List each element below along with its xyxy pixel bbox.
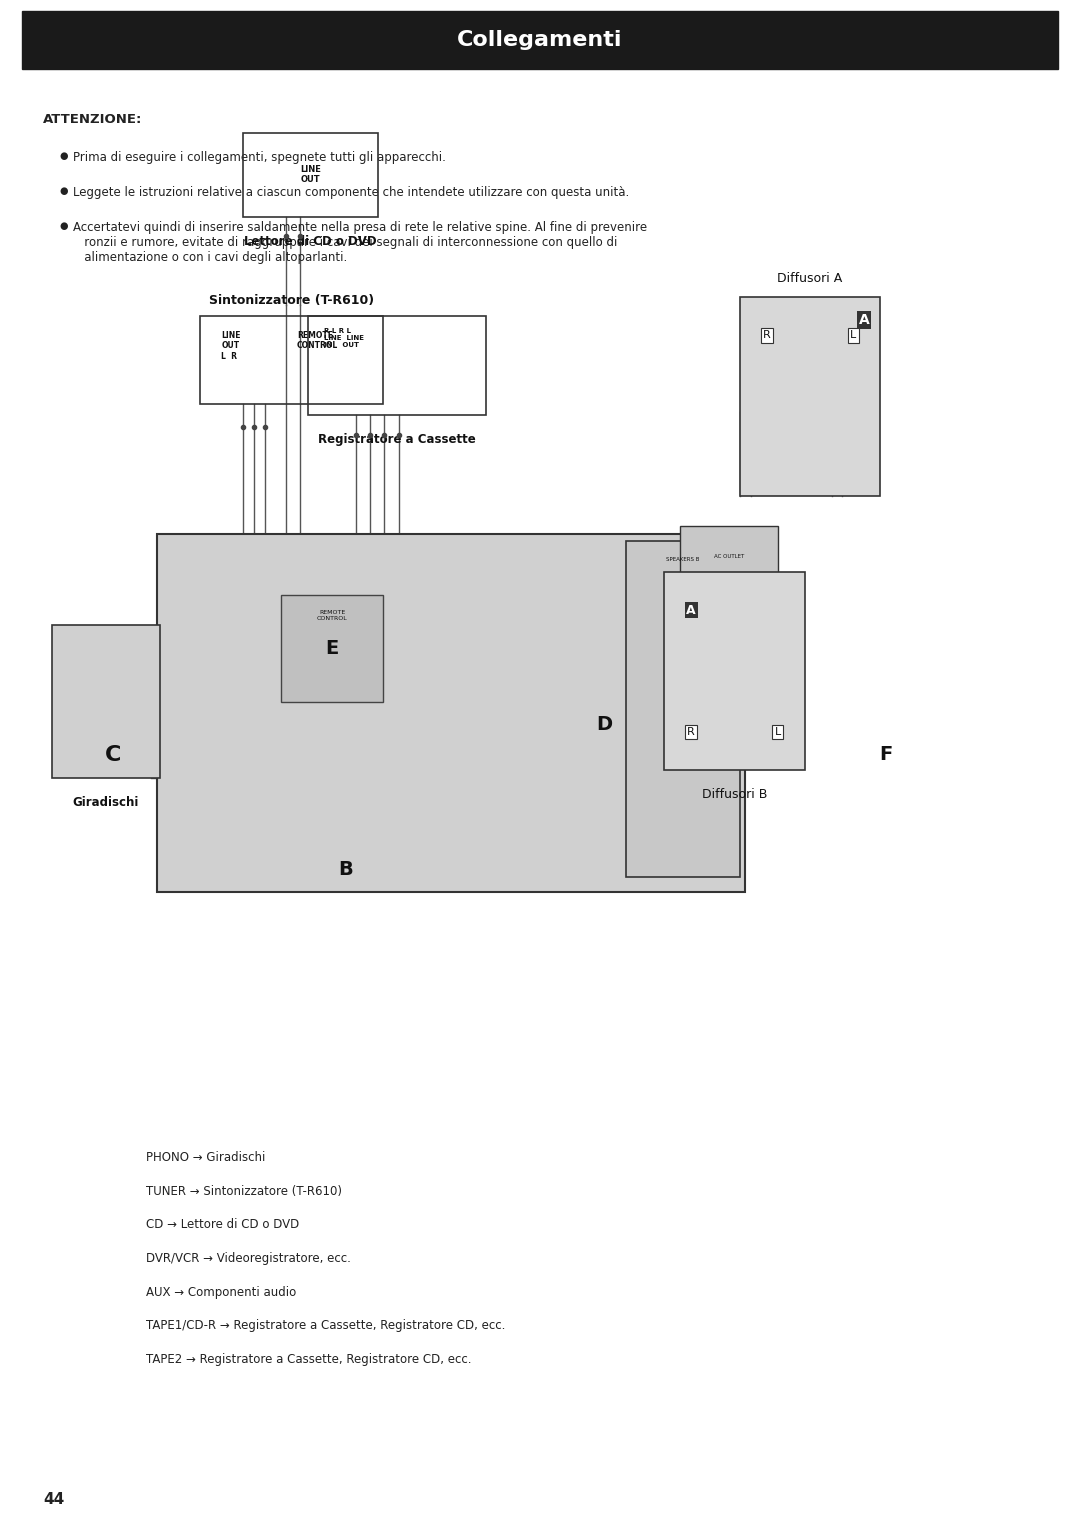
Bar xyxy=(157,534,745,892)
Text: TUNER → Sintonizzatore (T-R610): TUNER → Sintonizzatore (T-R610) xyxy=(146,1185,341,1199)
Text: Diffusori A: Diffusori A xyxy=(778,271,842,285)
Text: AC OUTLET: AC OUTLET xyxy=(714,554,744,560)
Text: Prima di eseguire i collegamenti, spegnete tutti gli apparecchi.: Prima di eseguire i collegamenti, spegne… xyxy=(73,151,446,165)
Bar xyxy=(664,572,805,770)
Bar xyxy=(281,595,383,702)
Text: ●: ● xyxy=(59,221,68,232)
Text: DVR/VCR → Videoregistratore, ecc.: DVR/VCR → Videoregistratore, ecc. xyxy=(146,1252,351,1266)
Text: SPEAKERS B: SPEAKERS B xyxy=(666,557,700,561)
Bar xyxy=(680,526,778,587)
Text: D: D xyxy=(597,715,612,734)
Text: CD → Lettore di CD o DVD: CD → Lettore di CD o DVD xyxy=(146,1218,299,1232)
Text: R: R xyxy=(687,727,696,737)
Text: REMOTE
CONTROL: REMOTE CONTROL xyxy=(316,610,348,621)
Text: Lettore di CD o DVD: Lettore di CD o DVD xyxy=(244,235,377,249)
Text: C: C xyxy=(105,744,122,766)
Bar xyxy=(308,316,486,415)
Text: L: L xyxy=(774,727,781,737)
Text: ●: ● xyxy=(59,151,68,162)
Bar xyxy=(52,625,160,778)
Text: ●: ● xyxy=(59,186,68,197)
Text: R: R xyxy=(762,331,771,340)
Text: Registratore a Cassette: Registratore a Cassette xyxy=(318,433,476,447)
Bar xyxy=(22,11,1058,69)
Bar xyxy=(626,541,740,877)
Text: A: A xyxy=(687,604,696,616)
Text: ATTENZIONE:: ATTENZIONE: xyxy=(43,113,143,127)
Bar xyxy=(200,316,383,404)
Text: Sintonizzatore (T-R610): Sintonizzatore (T-R610) xyxy=(210,293,374,307)
Bar xyxy=(243,133,378,217)
Text: REMOTE
CONTROL: REMOTE CONTROL xyxy=(297,331,338,351)
Text: Diffusori B: Diffusori B xyxy=(702,788,767,802)
Text: TAPE1/CD-R → Registratore a Cassette, Registratore CD, ecc.: TAPE1/CD-R → Registratore a Cassette, Re… xyxy=(146,1319,505,1333)
Text: PHONO → Giradischi: PHONO → Giradischi xyxy=(146,1151,266,1165)
Text: L: L xyxy=(850,331,856,340)
Text: 44: 44 xyxy=(43,1491,65,1507)
Bar xyxy=(740,297,880,496)
Text: F: F xyxy=(879,746,892,764)
Text: Collegamenti: Collegamenti xyxy=(457,29,623,50)
Text: Accertatevi quindi di inserire saldamente nella presa di rete le relative spine.: Accertatevi quindi di inserire saldament… xyxy=(73,221,648,264)
Text: LINE
OUT
L  R: LINE OUT L R xyxy=(221,331,241,361)
Text: R L R L
LINE  LINE
IN    OUT: R L R L LINE LINE IN OUT xyxy=(324,328,364,348)
Text: A: A xyxy=(859,313,869,326)
Text: Leggete le istruzioni relative a ciascun componente che intendete utilizzare con: Leggete le istruzioni relative a ciascun… xyxy=(73,186,630,200)
Text: Giradischi: Giradischi xyxy=(72,796,139,810)
Text: E: E xyxy=(325,639,339,657)
Text: LINE
OUT: LINE OUT xyxy=(300,165,321,185)
Text: AUX → Componenti audio: AUX → Componenti audio xyxy=(146,1286,296,1299)
Text: TAPE2 → Registratore a Cassette, Registratore CD, ecc.: TAPE2 → Registratore a Cassette, Registr… xyxy=(146,1353,471,1366)
Text: B: B xyxy=(338,860,353,878)
